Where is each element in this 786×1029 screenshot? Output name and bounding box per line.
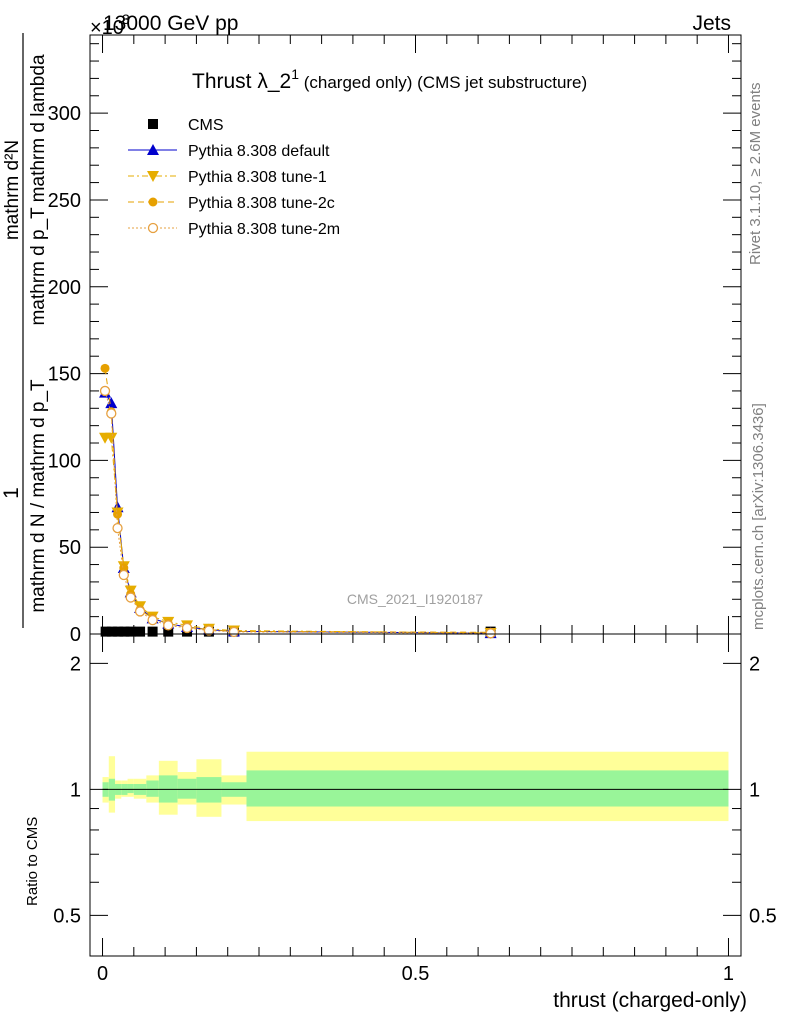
series-data-point [105, 432, 118, 444]
y-tick-label: 200 [48, 277, 81, 299]
y-tick-label: 100 [48, 450, 81, 472]
legend: CMS Pythia 8.308 default Pythia 8.308 tune… [128, 117, 340, 238]
cms-data-point [119, 626, 130, 637]
main-ticks [90, 35, 741, 635]
ratio-y-tick-label-right: 1 [749, 779, 760, 801]
series-data-point [106, 408, 117, 419]
plot-title: Thrust λ_21 (charged only) (CMS jet subs… [192, 66, 587, 93]
series-data-point [228, 626, 240, 638]
ratio-y-tick-labels: 0.5 0.5 1 1 2 2 [53, 653, 777, 927]
header-energy: 13000 GeV pp [103, 12, 238, 35]
series-data-point [163, 620, 174, 631]
series-data-point [112, 522, 123, 534]
legend-marker [147, 144, 159, 155]
plot-title-sup: 1 [291, 66, 299, 82]
y-label-inner-top: mathrm d²N [2, 140, 23, 240]
series-data-point [118, 569, 129, 581]
stat-uncertainty-band [127, 783, 134, 794]
cms-data-point [106, 626, 117, 637]
legend-marker [148, 197, 158, 207]
y-tick-label: 50 [59, 537, 81, 559]
series-data-point [105, 397, 118, 409]
ratio-y-tick-label-right: 0.5 [749, 905, 777, 927]
legend-label: Pythia 8.308 tune-2c [188, 195, 335, 212]
legend-entry: CMS [148, 117, 224, 134]
series-data-point [99, 385, 111, 397]
y-label-num: 1 [0, 487, 23, 499]
series-line [104, 390, 491, 634]
y-scale-prefix: ×10 [90, 17, 124, 39]
series-data-point [125, 592, 136, 603]
ratio-y-tick-label: 1 [70, 779, 81, 801]
legend-entry: Pythia 8.308 default [128, 143, 330, 160]
main-panel: 0 50 100 150 200 250 300 CMS_2021_I1920187 Thr… [48, 34, 742, 646]
stat-uncertainty-band [246, 770, 729, 807]
series-data-point [203, 625, 215, 636]
ratio-y-tick-label: 2 [70, 653, 81, 675]
cms-data-point [163, 626, 174, 637]
y-tick-label: 300 [48, 103, 81, 125]
legend-entry: Pythia 8.308 tune-2m [128, 221, 340, 238]
series-data-point [147, 614, 158, 626]
main-y-tick-labels: 0 50 100 150 200 250 300 [48, 103, 81, 646]
legend-label: Pythia 8.308 tune-1 [188, 169, 327, 186]
series-data-point [119, 563, 129, 573]
x-tick-label: 0 [97, 963, 108, 985]
series-data-point [181, 622, 193, 634]
stat-uncertainty-band [177, 778, 197, 799]
ratio-y-label: Ratio to CMS [24, 817, 41, 906]
x-tick-label: 0.5 [402, 963, 430, 985]
cms-data-point [113, 626, 124, 637]
plot-title-sub: (charged only) (CMS jet substructure) [299, 73, 587, 92]
cms-data-point [135, 626, 146, 637]
legend-entry: Pythia 8.308 tune-1 [128, 169, 327, 186]
ratio-panel: 0.5 0.51 12 2 0 0.5 1 Ratio to CMS thrust (ch… [24, 633, 777, 1012]
ratio-ticks [90, 634, 741, 956]
main-data [99, 363, 497, 639]
legend-marker [148, 119, 158, 129]
ratio-y-tick-label: 0.5 [53, 905, 81, 927]
y-label-inner-bottom: mathrm d p_T mathrm d lambda [28, 54, 49, 325]
legend-label: Pythia 8.308 tune-2m [188, 221, 340, 238]
main-y-label: 1 mathrm d N / mathrm d p_T mathrm d²N m… [0, 33, 49, 628]
cms-data-point [147, 626, 158, 637]
legend-label: Pythia 8.308 default [188, 143, 330, 160]
y-tick-label: 250 [48, 190, 81, 212]
mcplots-label: mcplots.cern.ch [arXiv:1306.3436] [750, 403, 767, 630]
header-process: Jets [692, 12, 731, 35]
series-data-point [100, 363, 110, 373]
x-tick-label: 1 [723, 963, 734, 985]
ratio-y-tick-label-right: 2 [749, 653, 760, 675]
legend-marker [147, 171, 159, 182]
x-tick-labels: 0 0.5 1 [97, 963, 734, 985]
legend-entry: Pythia 8.308 tune-2c [128, 195, 335, 212]
legend-label: CMS [188, 117, 224, 134]
plot-title-main: Thrust λ_2 [192, 70, 291, 93]
cms-data-point [125, 626, 136, 637]
x-axis-label: thrust (charged-only) [553, 989, 747, 1012]
y-scale-exponent: 3 [122, 11, 130, 27]
watermark: CMS_2021_I1920187 [347, 591, 483, 607]
rivet-label: Rivet 3.1.10, ≥ 2.6M events [747, 83, 764, 266]
stat-uncertainty-band [146, 780, 159, 797]
y-tick-label: 0 [70, 624, 81, 646]
cms-data-point [100, 626, 111, 637]
y-label-den: mathrm d N / mathrm d p_T [28, 379, 49, 613]
series-data-point [113, 509, 123, 519]
y-tick-label: 150 [48, 364, 81, 386]
series-data-point [134, 606, 146, 617]
ratio-bands [102, 751, 729, 822]
series-data-point [485, 628, 496, 639]
legend-marker [147, 222, 159, 234]
